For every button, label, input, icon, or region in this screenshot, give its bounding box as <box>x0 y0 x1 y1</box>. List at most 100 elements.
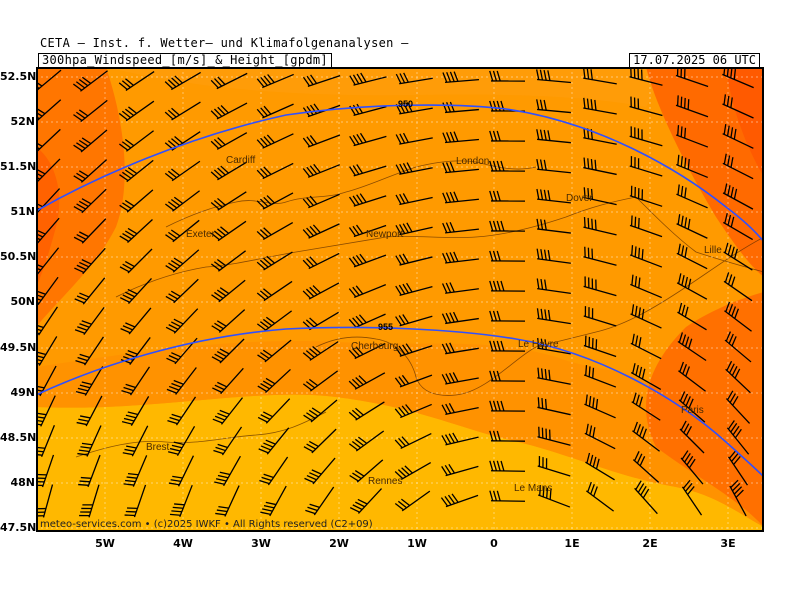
wind-barb <box>78 454 101 488</box>
place-cherbourg: Cherbourg <box>351 341 398 352</box>
wind-barb <box>348 313 386 329</box>
wind-barb <box>302 74 341 87</box>
place-lille: Lille <box>704 245 722 256</box>
wind-barb <box>584 394 616 419</box>
wind-barb <box>164 160 201 182</box>
wind-barb <box>118 100 155 122</box>
wind-barb <box>73 129 108 153</box>
wind-barb <box>123 455 148 487</box>
lat-label: 52N <box>10 115 35 128</box>
wind-barb <box>723 272 753 302</box>
lat-label: 48.5N <box>0 431 37 444</box>
wind-barb <box>210 102 248 120</box>
wind-barb <box>256 310 293 332</box>
wind-barb <box>536 188 571 204</box>
wind-barb <box>124 484 147 518</box>
lon-label: 3W <box>251 537 271 550</box>
wind-barb <box>210 72 248 90</box>
lon-label: 3E <box>720 537 736 550</box>
wind-barb <box>168 455 195 487</box>
wind-barb <box>724 301 752 332</box>
lat-label: 47.5N <box>0 521 37 534</box>
wind-barb <box>489 250 526 262</box>
wind-barb <box>210 250 246 272</box>
wind-barb <box>723 242 753 271</box>
wind-barb <box>302 341 339 361</box>
wind-barb <box>537 367 571 385</box>
wind-barb <box>725 360 751 394</box>
wind-barb <box>73 218 107 244</box>
wind-barb <box>722 67 754 89</box>
wind-barb <box>442 191 479 204</box>
place-brest: Brest <box>146 442 170 453</box>
wind-barb <box>215 485 240 517</box>
lat-label: 52.5N <box>0 70 37 83</box>
wind-barb <box>122 425 149 457</box>
wind-barb <box>681 479 703 516</box>
wind-barb <box>489 340 526 352</box>
wind-barb <box>302 163 341 178</box>
height-contours <box>36 104 764 478</box>
lat-lon-grid <box>36 67 764 532</box>
wind-barb <box>536 308 571 325</box>
wind-barb <box>583 217 617 236</box>
place-exeter: Exeter <box>186 229 216 240</box>
map-frame <box>36 67 764 532</box>
windspeed-band-light <box>36 394 764 532</box>
wind-barb <box>395 314 433 327</box>
wind-barb <box>119 218 153 244</box>
wind-barb <box>440 493 479 508</box>
wind-barb <box>76 395 103 427</box>
lat-label: 51.5N <box>0 160 37 173</box>
wind-barb <box>395 72 433 85</box>
wind-barb <box>536 159 571 174</box>
wind-barb <box>73 188 107 214</box>
wind-barb <box>211 338 245 364</box>
lon-label: 2W <box>329 537 349 550</box>
windspeed-core-east <box>726 67 764 177</box>
wind-barb <box>441 403 479 416</box>
wind-barb <box>722 94 754 119</box>
wind-barb <box>583 97 617 115</box>
wind-barb <box>257 398 291 424</box>
coastline-brittany <box>75 411 327 458</box>
wind-barb <box>72 70 108 92</box>
wind-barb <box>348 193 387 207</box>
wind-barb <box>394 433 432 449</box>
wind-barb <box>629 126 663 147</box>
wind-barb <box>348 401 385 421</box>
lon-label: 4W <box>173 537 193 550</box>
wind-barb <box>583 67 617 85</box>
wind-barb <box>729 479 747 517</box>
lat-label: 50.5N <box>0 250 37 263</box>
copyright-footer: meteo-services.com • (c)2025 IWKF • All … <box>40 519 373 530</box>
wind-barb <box>537 485 571 508</box>
windspeed-band-dark-east <box>646 67 764 277</box>
wind-barb <box>305 486 335 516</box>
contour-label-955: 955 <box>378 322 393 332</box>
lat-label: 48N <box>10 476 35 489</box>
wind-barb <box>536 99 571 114</box>
wind-barb <box>256 221 294 241</box>
wind-barb <box>304 457 336 485</box>
wind-barb <box>214 455 241 487</box>
wind-barb <box>121 366 151 396</box>
coastline-southwest-england <box>115 196 637 298</box>
wind-barb <box>169 484 193 518</box>
wind-barb <box>256 251 293 271</box>
wind-barb <box>164 190 200 212</box>
wind-barb <box>585 452 615 481</box>
wind-barb <box>629 245 663 268</box>
wind-barb <box>583 246 617 266</box>
wind-barb <box>349 459 384 483</box>
wind-barb <box>302 193 340 209</box>
wind-barb <box>120 337 151 365</box>
wind-barb <box>631 392 661 421</box>
wind-barb <box>726 420 750 455</box>
contour-950 <box>36 104 764 243</box>
wind-barb <box>164 101 201 121</box>
wind-barb <box>165 278 199 304</box>
wind-barb <box>211 279 246 303</box>
wind-barb <box>680 450 704 485</box>
chart-datetime: 17.07.2025 06 UTC <box>629 53 760 68</box>
